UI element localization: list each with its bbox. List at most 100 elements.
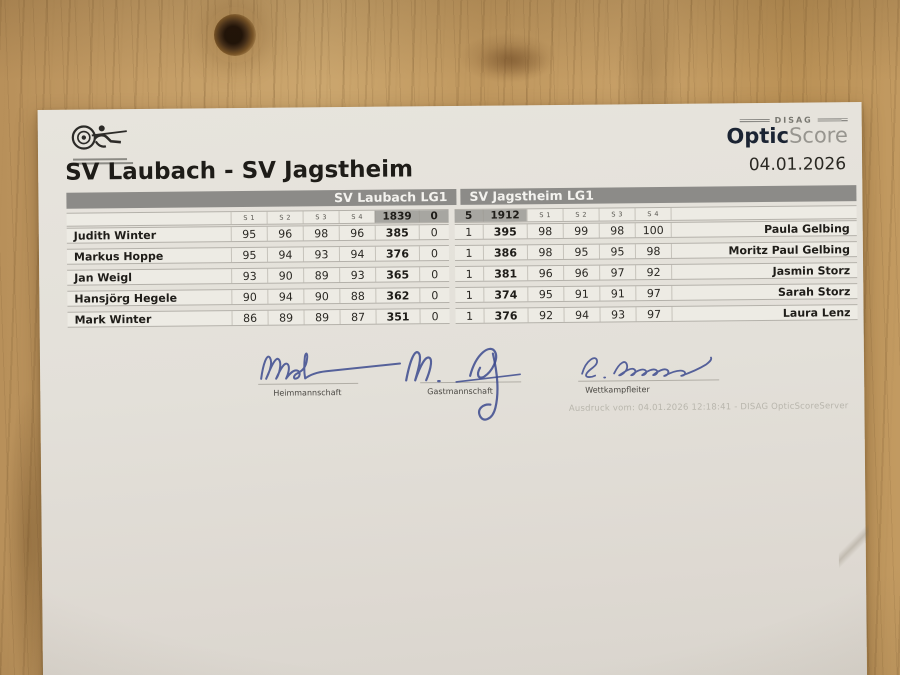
brand-rule-right	[817, 118, 848, 122]
guest-total: 386	[482, 245, 528, 260]
paper-crease	[838, 518, 870, 571]
home-series-score: 98	[302, 226, 339, 241]
guest-series-score: 91	[599, 286, 636, 301]
guest-team-total: 1912	[482, 209, 527, 222]
guest-series-score: 96	[563, 265, 600, 280]
opticscore-wordmark: OpticScore	[688, 123, 848, 149]
home-series-score: 93	[231, 268, 268, 284]
home-series-score: 88	[339, 288, 376, 304]
home-matchpoint: 0	[418, 225, 449, 240]
home-shooter-name: Jan Weigl	[74, 270, 133, 285]
home-matchpoint: 0	[419, 267, 450, 282]
page-title: SV Laubach - SV Jagstheim	[65, 156, 414, 186]
guest-series-score: 95	[527, 286, 564, 302]
home-series-score: 90	[303, 289, 340, 304]
series-label: S 1	[526, 208, 563, 222]
guest-series-score: 92	[635, 264, 672, 280]
home-series-score: 94	[338, 246, 376, 262]
guest-series-score: 97	[635, 306, 672, 322]
home-series-score: 90	[267, 268, 304, 283]
guest-matchpoint: 1	[465, 246, 473, 260]
home-signature-ink	[260, 352, 402, 380]
signature-label-home: Heimmannschaft	[273, 388, 342, 398]
guest-total: 376	[483, 308, 528, 323]
home-series-score: 96	[266, 226, 303, 241]
guest-series-score: 93	[599, 307, 636, 322]
signature-label-referee: Wettkampfleiter	[585, 385, 650, 395]
home-total: 385	[374, 225, 419, 240]
brand-rule-left	[739, 118, 770, 123]
series-label: S 4	[634, 207, 671, 221]
home-match-points: 0	[418, 210, 449, 223]
empty-name-cell	[67, 212, 231, 226]
series-label: S 4	[338, 210, 375, 224]
home-series-score: 90	[231, 289, 268, 305]
home-total: 362	[375, 288, 420, 303]
home-series-score: 96	[338, 225, 375, 241]
disag-opticscore-logo: DISAG OpticScore	[688, 115, 848, 149]
guest-series-score: 100	[634, 222, 671, 238]
home-series-score: 95	[230, 247, 268, 263]
guest-series-score: 96	[527, 265, 564, 281]
home-team-total: 1839	[374, 210, 419, 223]
score-label: Score	[788, 123, 848, 148]
guest-series-score: 98	[526, 244, 564, 260]
home-series-score: 86	[231, 310, 268, 326]
home-series-score: 89	[267, 310, 304, 325]
home-shooter-name: Judith Winter	[73, 228, 157, 243]
home-series-score: 89	[303, 310, 340, 325]
home-matchpoint: 0	[418, 246, 450, 261]
guest-series-score: 99	[562, 223, 599, 238]
guest-shooter-name: Paula Gelbing	[670, 221, 857, 237]
guest-matchpoint: 1	[465, 267, 473, 281]
guest-series-score: 95	[598, 244, 636, 259]
home-series-score: 89	[303, 268, 340, 283]
home-total: 365	[375, 267, 420, 282]
guest-matchpoint: 1	[465, 288, 473, 302]
scoresheet-paper: SV Laubach - SV Jagstheim DISAG OpticSco…	[37, 102, 870, 675]
guest-matchpoint: 1	[465, 225, 473, 239]
series-label: S 2	[562, 208, 599, 221]
guest-series-score: 97	[599, 265, 636, 280]
guest-series-score: 98	[526, 223, 563, 239]
guest-series-score: 91	[563, 286, 600, 301]
empty-name-cell	[670, 206, 857, 220]
guest-total: 374	[483, 287, 528, 302]
series-label: S 2	[266, 211, 303, 224]
guest-series-score: 98	[598, 223, 635, 238]
home-series-score: 94	[267, 289, 304, 304]
home-series-score: 93	[339, 267, 376, 283]
home-matchpoint: 0	[419, 309, 450, 324]
guest-signature-ink	[405, 347, 521, 421]
home-series-score: 94	[266, 247, 304, 262]
guest-shooter-name: Laura Lenz	[671, 305, 858, 321]
guest-total: 395	[482, 224, 527, 239]
home-shooter-name: Markus Hoppe	[73, 249, 164, 264]
guest-series-score: 92	[527, 307, 564, 323]
guest-series-score: 95	[562, 244, 600, 259]
guest-matchpoint: 1	[465, 309, 474, 323]
series-label: S 3	[302, 211, 339, 224]
print-footer: Ausdruck vom: 04.01.2026 12:18:41 - DISA…	[568, 401, 849, 414]
home-shooter-name: Mark Winter	[74, 312, 152, 327]
guest-shooter-name: Moritz Paul Gelbing	[670, 242, 858, 258]
home-series-score: 95	[230, 226, 267, 242]
club-logo	[71, 122, 141, 169]
guest-series-score: 94	[563, 307, 600, 322]
guest-series-score: 97	[635, 285, 672, 301]
home-series-score: 87	[339, 309, 376, 325]
print-date: 04.01.2026	[748, 154, 847, 176]
optic-label: Optic	[726, 123, 790, 149]
guest-total: 381	[483, 266, 528, 281]
shooter-target-icon	[71, 125, 127, 150]
score-table: SV Laubach LG1 SV Jagstheim LG1 S 1 S 2 …	[66, 185, 858, 333]
series-label: S 1	[230, 211, 267, 225]
home-shooter-name: Hansjörg Hegele	[74, 291, 178, 306]
home-series-score: 93	[302, 247, 340, 262]
referee-signature-ink	[581, 356, 713, 379]
home-total: 376	[374, 246, 420, 261]
wood-smudge	[478, 44, 548, 78]
series-label: S 3	[598, 208, 635, 221]
home-total: 351	[375, 309, 420, 324]
